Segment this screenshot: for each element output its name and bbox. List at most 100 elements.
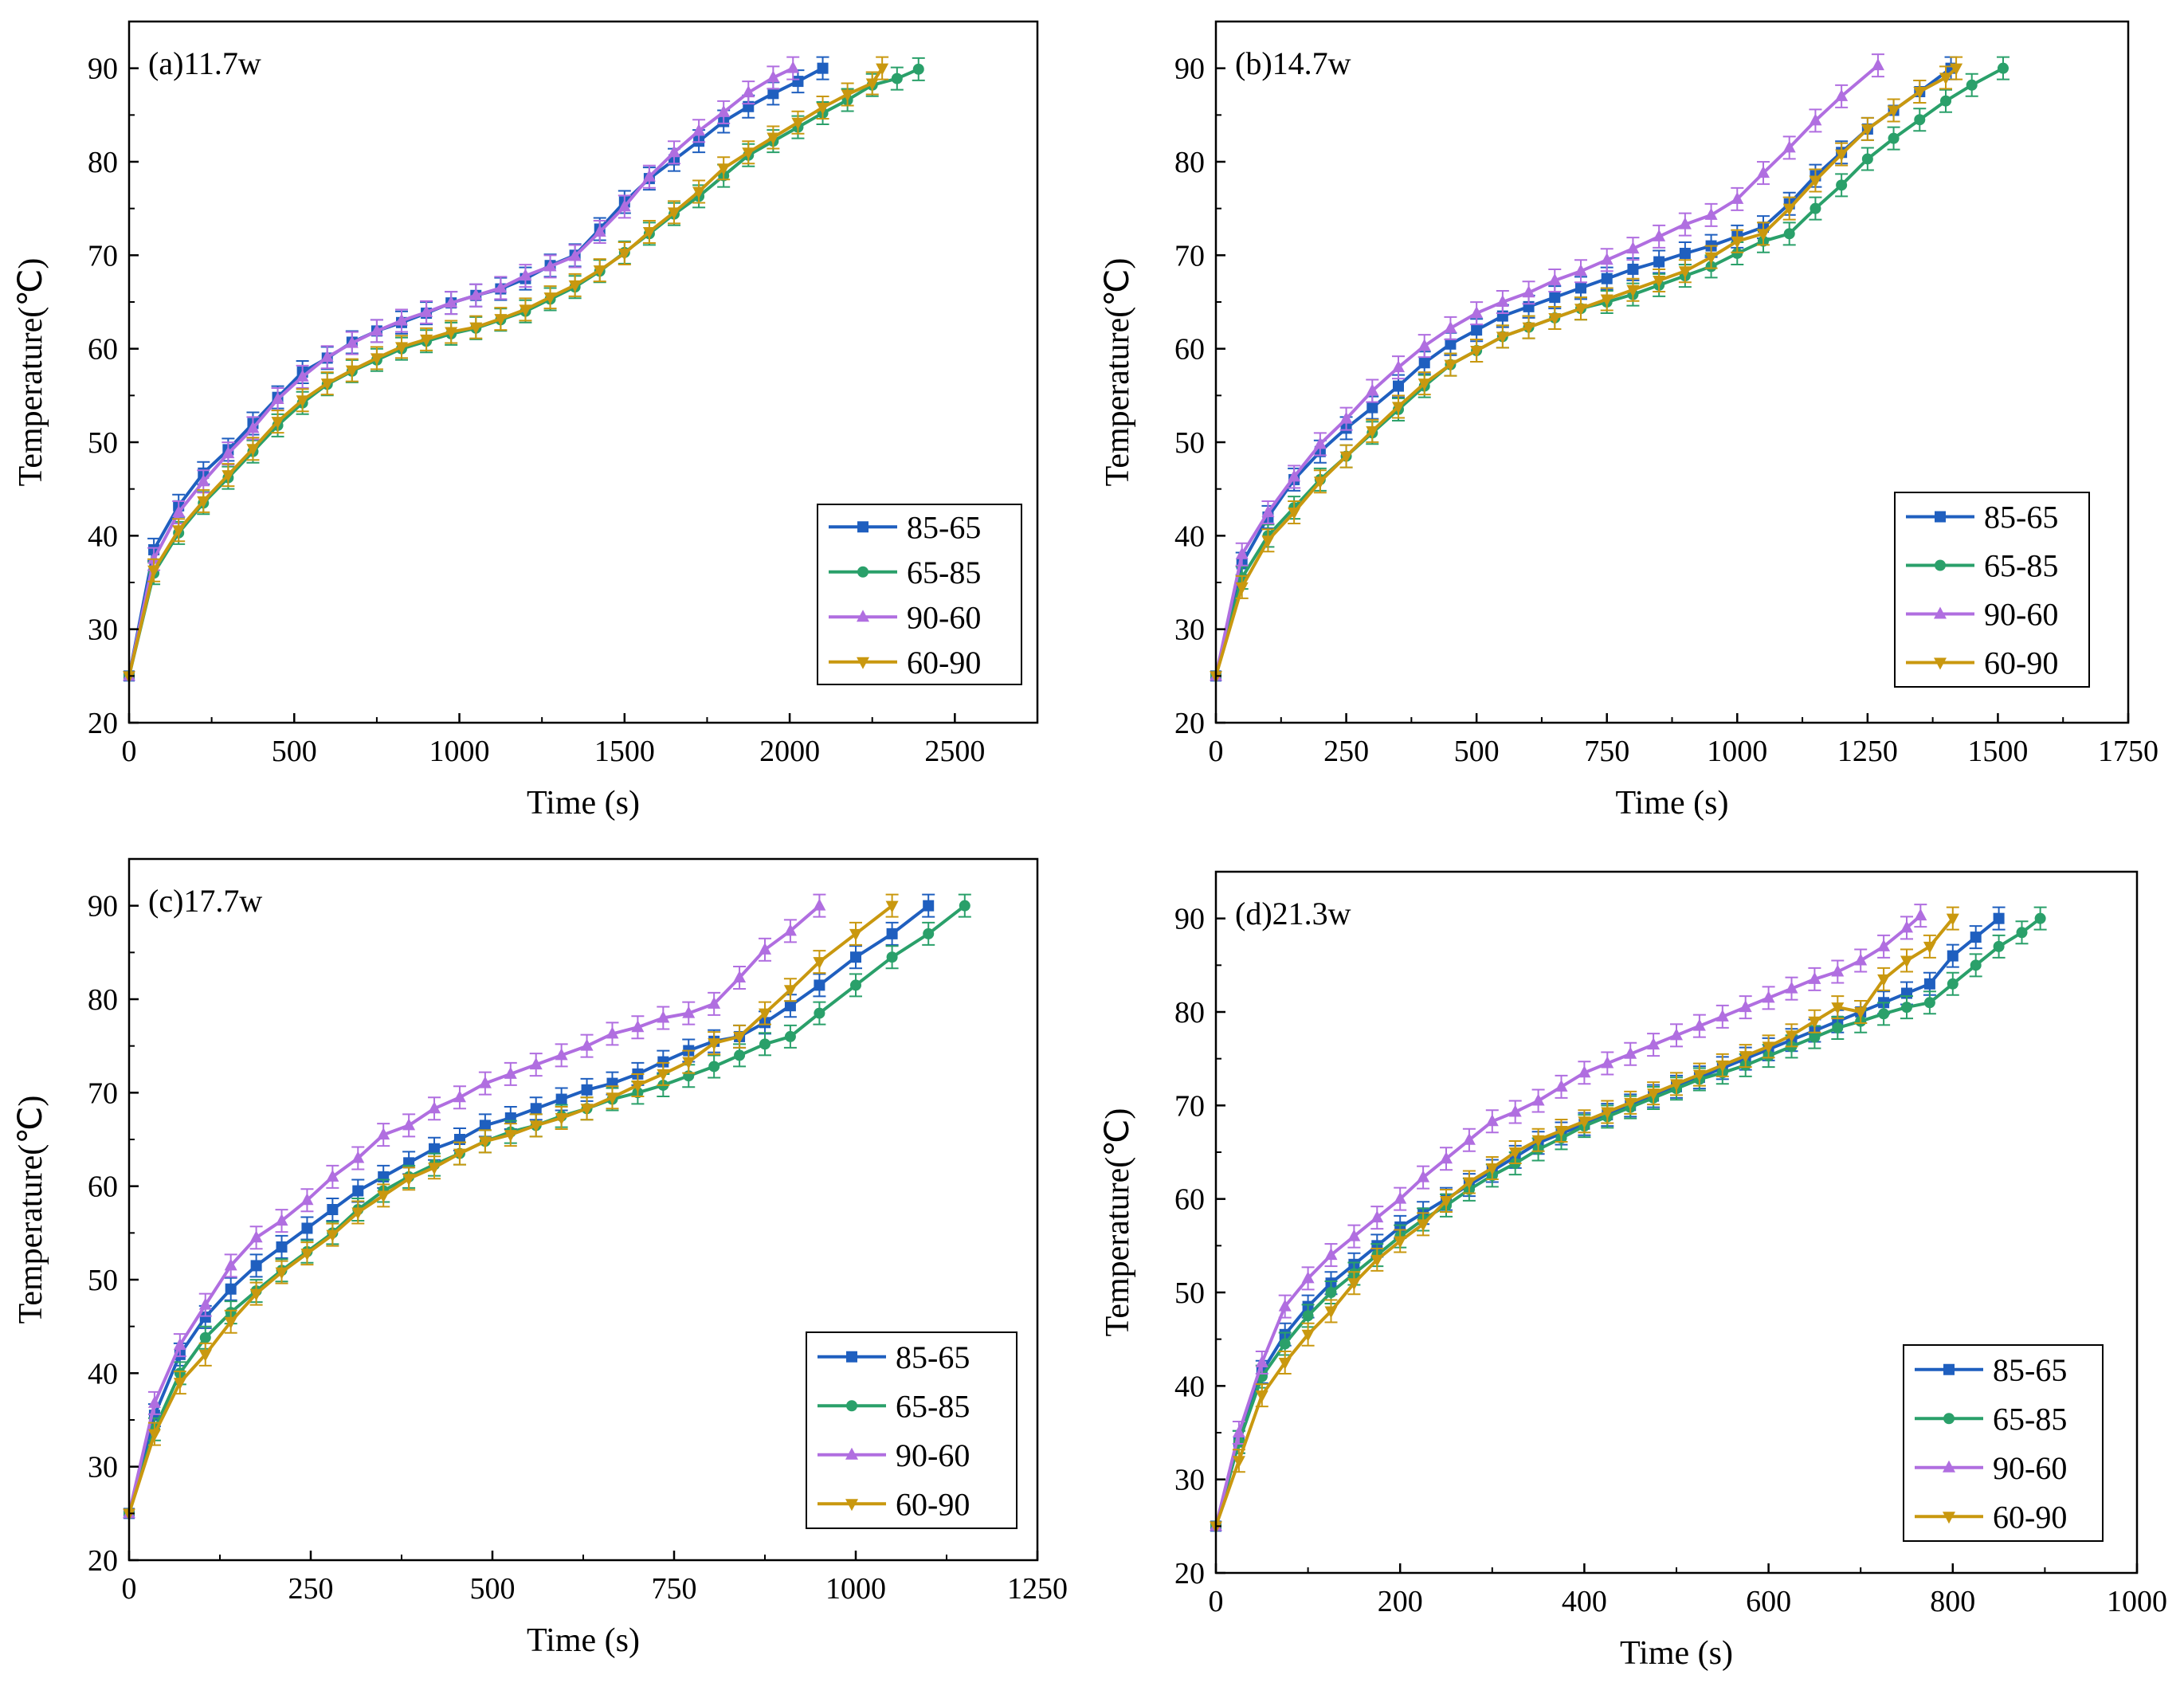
data-point <box>1555 1126 1568 1139</box>
data-point <box>657 1069 670 1081</box>
x-tick-label: 400 <box>1562 1585 1607 1618</box>
data-point <box>198 1297 212 1310</box>
data-point <box>296 395 309 408</box>
legend-marker <box>1935 559 1946 571</box>
data-point <box>1508 1147 1522 1159</box>
data-point <box>1878 1008 1890 1020</box>
data-point <box>271 417 284 429</box>
series-90-60 <box>1210 53 1884 681</box>
legend-marker <box>846 1400 857 1412</box>
data-point <box>865 78 879 91</box>
y-tick-label: 70 <box>88 239 118 273</box>
data-point <box>668 145 680 158</box>
data-point <box>767 88 779 100</box>
data-point <box>1966 79 1978 91</box>
data-point <box>1600 253 1613 265</box>
data-point <box>1347 1229 1361 1241</box>
data-point <box>519 304 532 317</box>
data-point <box>1278 1358 1292 1370</box>
x-tick-label: 750 <box>652 1572 697 1606</box>
data-point <box>1757 229 1770 241</box>
data-point <box>1508 1104 1522 1117</box>
data-point <box>199 1311 211 1323</box>
y-tick-label: 20 <box>88 707 118 740</box>
plot-frame <box>127 20 1039 724</box>
data-point <box>814 979 825 991</box>
data-point <box>1261 505 1275 517</box>
data-point <box>1939 73 1952 85</box>
data-point <box>300 1193 314 1206</box>
panel-b: 0 250 500 750 1000 1250 1500 1750 20 30 40 50 60 70 80… <box>1100 20 2159 822</box>
legend-marker <box>1943 1363 1955 1375</box>
data-point <box>841 89 854 102</box>
data-point <box>682 1057 696 1069</box>
data-point <box>814 1007 825 1019</box>
data-point <box>224 1258 237 1271</box>
legend-item-85-65: 85-65 <box>829 509 981 545</box>
legend-label: 90-60 <box>1993 1450 2067 1486</box>
y-tick-label: 30 <box>88 1451 118 1484</box>
panel-title: (c)17.7w <box>148 883 262 919</box>
data-point <box>1394 1236 1407 1249</box>
data-point <box>445 296 458 308</box>
data-point <box>792 76 804 88</box>
data-point <box>147 565 161 578</box>
data-point <box>1324 1306 1338 1319</box>
data-point <box>618 248 631 261</box>
y-tick-label: 60 <box>1174 1183 1205 1217</box>
data-point <box>1913 87 1927 99</box>
legend-item-60-90: 60-90 <box>829 645 981 680</box>
series-60-90 <box>123 56 889 684</box>
data-point <box>1522 322 1535 335</box>
legend-marker <box>1934 606 1947 619</box>
legend-box <box>806 1331 1018 1529</box>
data-point <box>1861 153 1873 165</box>
data-point <box>351 1151 365 1163</box>
legend-label: 65-85 <box>896 1388 970 1424</box>
data-point <box>2016 927 2028 939</box>
data-point <box>733 971 747 983</box>
data-point <box>1470 306 1484 319</box>
data-point <box>445 327 458 339</box>
y-tick-label: 40 <box>88 1357 118 1390</box>
data-point <box>1692 1069 1706 1082</box>
data-point <box>717 163 731 176</box>
data-point <box>1301 1329 1315 1342</box>
data-point <box>1418 357 1430 369</box>
x-tick-label: 1000 <box>2107 1585 2167 1618</box>
data-point <box>1923 978 1935 990</box>
data-point <box>1888 132 1900 144</box>
legend-marker <box>857 566 869 578</box>
data-point <box>1731 236 1744 249</box>
legend-marker <box>1943 1512 1955 1524</box>
legend-label: 85-65 <box>907 509 981 545</box>
data-point <box>606 1026 619 1039</box>
data-point <box>593 225 606 237</box>
x-tick-label: 250 <box>1323 735 1369 768</box>
x-axis-label: Time (s) <box>527 1622 640 1659</box>
x-tick-label: 500 <box>470 1572 516 1606</box>
data-point <box>1440 1151 1453 1164</box>
series-line-90-60 <box>127 66 794 676</box>
legend-marker <box>857 521 869 533</box>
data-point <box>300 1249 314 1261</box>
data-point <box>402 1118 416 1131</box>
data-point <box>1549 292 1561 304</box>
data-point <box>657 1056 669 1068</box>
data-point <box>1302 1310 1314 1322</box>
legend-item-65-85: 65-85 <box>829 555 981 590</box>
data-point <box>1485 1114 1499 1127</box>
data-point <box>631 1080 645 1092</box>
data-point <box>1471 324 1483 336</box>
data-point <box>682 1006 696 1018</box>
data-point <box>555 1048 568 1061</box>
data-point <box>1392 402 1405 414</box>
data-point <box>786 61 800 73</box>
data-point <box>850 951 861 963</box>
x-axis-label: Time (s) <box>1620 1635 1733 1672</box>
data-point <box>320 378 334 391</box>
series-layer <box>123 56 925 684</box>
data-point <box>759 942 771 955</box>
data-point <box>351 1207 365 1220</box>
data-point <box>453 1090 466 1103</box>
